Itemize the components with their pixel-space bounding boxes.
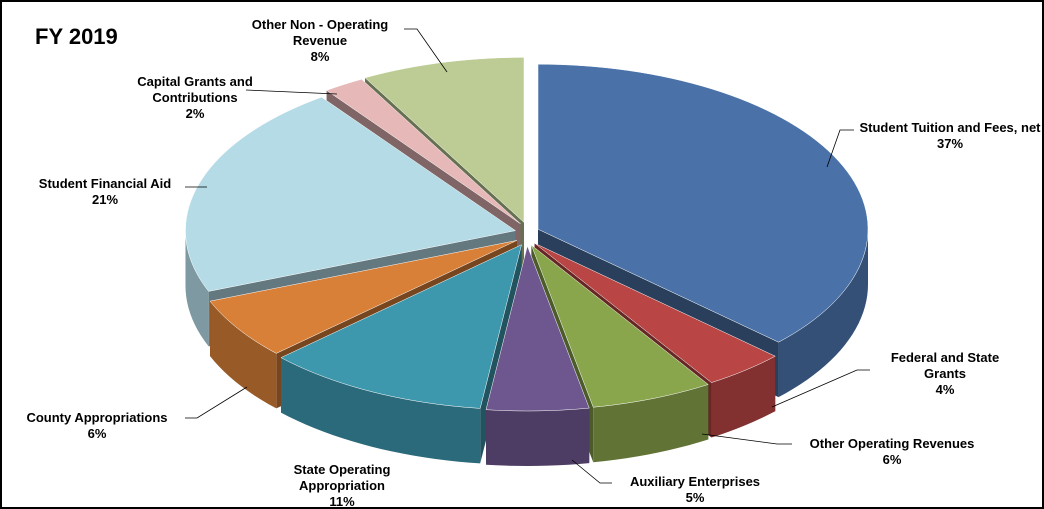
leader-line bbox=[245, 89, 338, 95]
slice-side bbox=[210, 301, 277, 409]
slice-label: Student Financial Aid 21% bbox=[15, 176, 195, 208]
slice-side bbox=[185, 230, 209, 347]
slice-value-label: 6% bbox=[87, 426, 107, 441]
slice-name: Capital Grants and Contributions bbox=[137, 74, 253, 105]
slice bbox=[364, 57, 525, 223]
leader-line bbox=[185, 386, 248, 419]
slice-label: State Operating Appropriation 11% bbox=[267, 462, 417, 509]
chart-title: FY 2019 bbox=[35, 24, 118, 49]
leader-line bbox=[701, 433, 792, 445]
slice bbox=[537, 63, 869, 343]
leader-line bbox=[826, 129, 854, 168]
slice-label: County Appropriations 6% bbox=[7, 410, 187, 442]
slice-side bbox=[486, 408, 590, 466]
slice-name: Other Non - Operating Revenue bbox=[251, 17, 389, 48]
slice-value-label: 21% bbox=[91, 192, 119, 207]
slice-name: State Operating Appropriation bbox=[293, 462, 391, 493]
slice-label: Federal and State Grants 4% bbox=[870, 350, 1020, 398]
slice-value-label: 2% bbox=[185, 106, 205, 121]
slice-label: Student Tuition and Fees, net 37% bbox=[850, 120, 1042, 152]
slice bbox=[485, 245, 590, 412]
slice-value-label: 5% bbox=[685, 490, 705, 505]
leader-line bbox=[404, 28, 448, 73]
slice-value-label: 6% bbox=[882, 452, 902, 467]
slice bbox=[534, 243, 776, 383]
slice-label: Auxiliary Enterprises 5% bbox=[605, 474, 785, 506]
slice-name: County Appropriations bbox=[26, 410, 168, 425]
slice bbox=[326, 78, 521, 225]
slice-name: Auxiliary Enterprises bbox=[629, 474, 761, 489]
slice-side bbox=[711, 356, 776, 438]
slice-side bbox=[778, 229, 869, 398]
slice-label: Other Non - Operating Revenue 8% bbox=[230, 17, 410, 65]
slice-name: Student Financial Aid bbox=[38, 176, 172, 191]
slice bbox=[209, 240, 517, 354]
slice-name: Student Tuition and Fees, net bbox=[859, 120, 1041, 135]
slice bbox=[185, 96, 517, 292]
leader-line bbox=[571, 459, 612, 484]
slice bbox=[280, 244, 522, 409]
slice-label: Other Operating Revenues 6% bbox=[777, 436, 1007, 468]
slice-value-label: 8% bbox=[310, 49, 330, 64]
leader-line bbox=[771, 369, 870, 408]
slice-name: Other Operating Revenues bbox=[809, 436, 975, 451]
slice-name: Federal and State Grants bbox=[890, 350, 1000, 381]
slice bbox=[530, 244, 709, 408]
slice-value-label: 4% bbox=[935, 382, 955, 397]
slice-label: Capital Grants and Contributions 2% bbox=[115, 74, 275, 122]
slice-side bbox=[280, 357, 481, 464]
slice-value-label: 37% bbox=[936, 136, 964, 151]
slice-value-label: 11% bbox=[329, 494, 355, 509]
